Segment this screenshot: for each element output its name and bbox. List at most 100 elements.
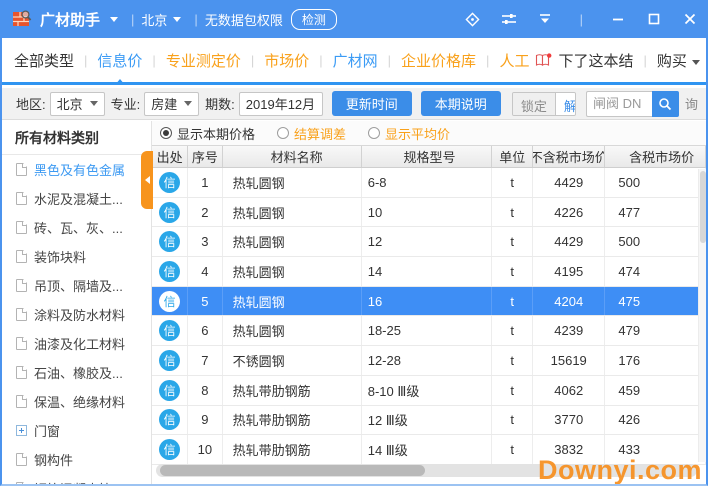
sidebar-item-ferrous-metal[interactable]: 黑色及有色金属 (2, 155, 151, 184)
sidebar-item-brick-tile[interactable]: 砖、瓦、灰、... (2, 213, 151, 242)
chevron-down-icon (691, 59, 700, 65)
settings-sliders-icon[interactable] (501, 11, 517, 27)
table-row[interactable]: 信 7 不锈圆钢 12-28 t 15619 176 (152, 346, 706, 376)
radio-settlement-adjustment[interactable]: 结算调差 (277, 124, 346, 143)
sidebar-item-paint-chemical[interactable]: 油漆及化工材料 (2, 329, 151, 358)
sidebar-item-coating-waterproof[interactable]: 涂料及防水材料 (2, 300, 151, 329)
minimize-icon[interactable] (610, 11, 626, 27)
document-icon (16, 279, 27, 292)
vertical-scrollbar-thumb[interactable] (700, 171, 706, 243)
info-badge: 信 (159, 409, 181, 431)
nav-separator: | (319, 52, 323, 68)
info-badge: 信 (159, 171, 181, 193)
collapse-window-icon[interactable] (537, 11, 553, 27)
document-icon (16, 308, 27, 321)
column-header-unit[interactable]: 单位 (492, 146, 534, 167)
info-badge: 信 (159, 320, 181, 342)
sidebar-item-petroleum-rubber[interactable]: 石油、橡胶及... (2, 358, 151, 387)
column-header-source[interactable]: 出处 (152, 146, 189, 167)
horizontal-scrollbar[interactable] (156, 464, 697, 477)
chevron-down-icon (89, 101, 98, 106)
column-header-price-excl-tax[interactable]: 不含税市场价 (533, 146, 606, 167)
radio-average-price[interactable]: 显示平均价 (368, 124, 450, 143)
nav-separator: | (84, 52, 88, 68)
nav-tab-gcw[interactable]: 广材网 (332, 52, 378, 70)
table-row[interactable]: 信 1 热轧圆钢 6-8 t 4429 500 (152, 168, 706, 198)
unlock-option[interactable]: 解锁 (555, 92, 575, 115)
app-menu-caret-icon[interactable] (110, 16, 119, 22)
column-header-material-name[interactable]: 材料名称 (223, 146, 362, 167)
filter-bar: 地区: 北京 专业: 房建 期数: 更新时间 本期说明 锁定 解锁 询 (2, 88, 706, 120)
search-box (585, 90, 679, 117)
lock-toggle: 锁定 解锁 (511, 91, 576, 116)
radio-icon (160, 127, 172, 139)
chevron-down-icon (184, 101, 193, 106)
table-row[interactable]: 信 6 热轧圆钢 18-25 t 4239 479 (152, 316, 706, 347)
lock-option[interactable]: 锁定 (512, 92, 556, 115)
document-icon (16, 192, 27, 205)
sidebar-item-steel-components[interactable]: 钢构件 (2, 445, 151, 474)
sidebar-item-insulation[interactable]: 保温、绝缘材料 (2, 387, 151, 416)
nav-tab-professional-price[interactable]: 专业测定价 (165, 52, 241, 70)
sidebar-collapse-tab[interactable] (141, 151, 153, 209)
feedback-icon[interactable] (465, 11, 481, 27)
period-input[interactable] (238, 91, 323, 116)
titlebar-region[interactable]: 北京 (141, 12, 168, 28)
horizontal-scrollbar-thumb[interactable] (160, 465, 425, 476)
sidebar-item-cement-concrete[interactable]: 水泥及混凝土... (2, 184, 151, 213)
info-badge: 信 (159, 290, 181, 312)
app-title: 广材助手 (40, 11, 101, 29)
expand-plus-icon[interactable] (16, 425, 27, 436)
table-row-selected[interactable]: 信 5 热轧圆钢 16 t 4204 475 (152, 286, 706, 317)
table-row[interactable]: 信 8 热轧带肋钢筋 8-10 Ⅲ级 t 4062 459 (152, 375, 706, 406)
table-row[interactable]: 信 9 热轧带肋钢筋 12 Ⅲ级 t 3770 426 (152, 405, 706, 436)
nav-tab-info-price[interactable]: 信息价 (93, 50, 146, 85)
nav-tab-enterprise-db[interactable]: 企业价格库 (401, 52, 477, 70)
sidebar-item-doors-windows[interactable]: 门窗 (2, 416, 151, 445)
hot-word-clipped[interactable]: 询 (684, 97, 698, 112)
sidebar-item-ceiling-partition[interactable]: 吊顶、隔墙及... (2, 271, 151, 300)
search-input[interactable] (585, 90, 652, 117)
nav-promo-text[interactable]: 下了这本结 (558, 52, 634, 70)
close-icon[interactable] (682, 11, 698, 27)
titlebar-separator: | (579, 11, 583, 27)
region-select[interactable]: 北京 (49, 91, 105, 116)
titlebar-separator: | (131, 11, 135, 27)
info-badge: 信 (159, 260, 181, 282)
column-header-spec[interactable]: 规格型号 (362, 146, 493, 167)
region-caret-icon[interactable] (173, 16, 182, 22)
period-filter-label: 期数: (205, 97, 235, 112)
table-row[interactable]: 信 3 热轧圆钢 12 t 4429 500 (152, 227, 706, 258)
major-select-value: 房建 (151, 97, 178, 112)
nav-separator: | (486, 52, 490, 68)
info-badge: 信 (159, 379, 181, 401)
maximize-icon[interactable] (646, 11, 662, 27)
vertical-scrollbar[interactable] (698, 169, 706, 462)
check-permission-button[interactable]: 检测 (290, 8, 337, 30)
book-notification-icon[interactable] (535, 53, 552, 67)
nav-separator: | (152, 52, 156, 68)
column-header-price-incl-tax[interactable]: 含税市场价 (605, 146, 706, 167)
document-icon (16, 366, 27, 379)
nav-tab-all-types[interactable]: 全部类型 (14, 52, 75, 70)
material-category-sidebar: 所有材料类别 黑色及有色金属 水泥及混凝土... 砖、瓦、灰、... 装饰块料 … (2, 121, 152, 484)
info-badge: 信 (159, 201, 181, 223)
nav-tab-market-price[interactable]: 市场价 (264, 52, 310, 70)
titlebar-separator: | (194, 11, 198, 27)
sidebar-item-decorative-block[interactable]: 装饰块料 (2, 242, 151, 271)
period-note-button[interactable]: 本期说明 (420, 91, 501, 116)
sidebar-item-reinforced-concrete-pipe[interactable]: 钢筋混凝土管 (2, 474, 151, 484)
major-select[interactable]: 房建 (144, 91, 200, 116)
nav-tab-manual-inquiry[interactable]: 人工 (499, 52, 530, 70)
info-badge: 信 (159, 439, 181, 461)
radio-icon (277, 127, 290, 139)
column-header-index[interactable]: 序号 (188, 146, 223, 167)
nav-buy-menu[interactable]: 购买 (653, 50, 706, 71)
search-button[interactable] (651, 90, 679, 117)
update-time-button[interactable]: 更新时间 (331, 91, 412, 116)
table-row[interactable]: 信 2 热轧圆钢 10 t 4226 477 (152, 197, 706, 228)
arrow-left-icon (144, 176, 150, 184)
radio-current-period-price[interactable]: 显示本期价格 (160, 124, 255, 143)
table-row[interactable]: 信 4 热轧圆钢 14 t 4195 474 (152, 257, 706, 287)
